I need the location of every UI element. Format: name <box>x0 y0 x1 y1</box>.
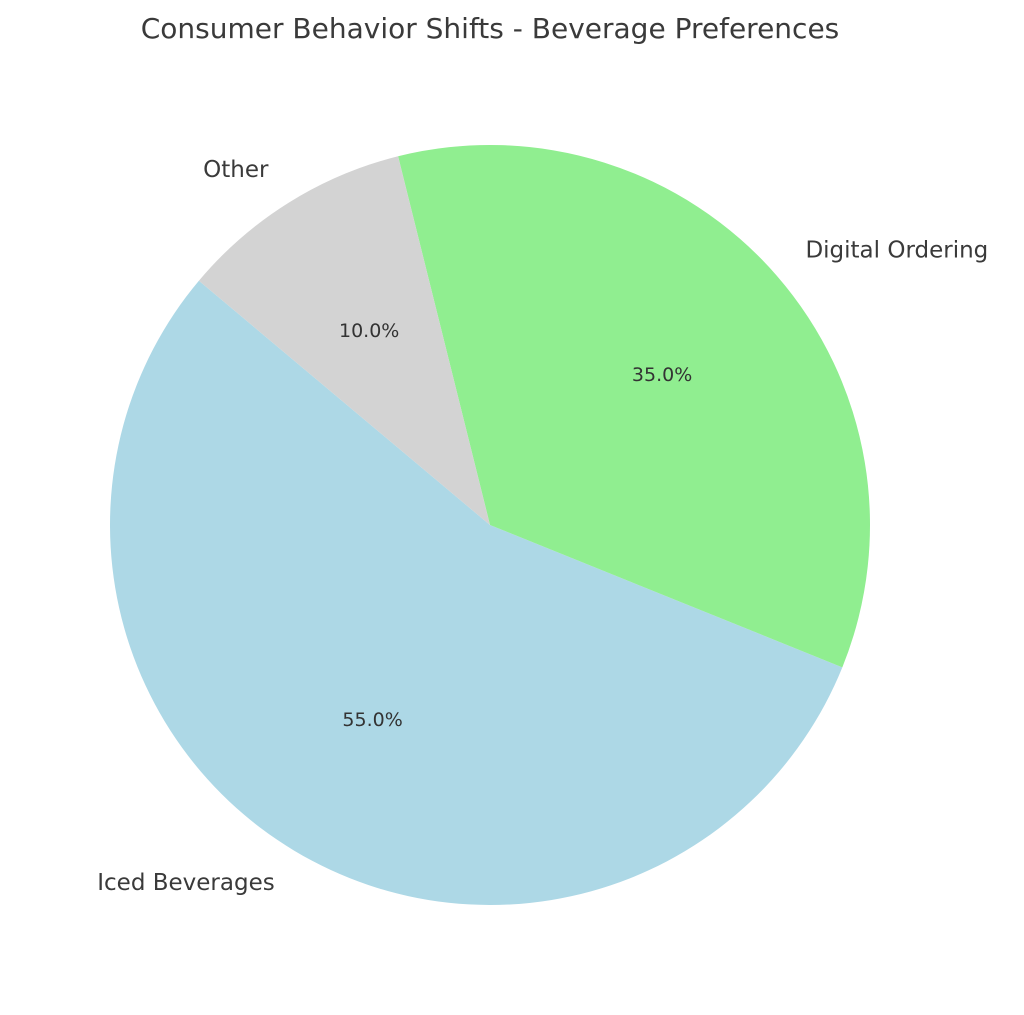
slice-value-digital-ordering: 35.0% <box>632 364 692 386</box>
slice-label-digital-ordering: Digital Ordering <box>805 237 988 263</box>
pie-slice-digital-ordering <box>398 145 870 668</box>
slice-value-other: 10.0% <box>339 320 399 342</box>
slice-value-iced-beverages: 55.0% <box>342 709 402 731</box>
pie-slices <box>110 145 870 905</box>
pie-labels: Iced Beverages 55.0% Digital Ordering 35.0%… <box>97 157 988 896</box>
slice-label-iced-beverages: Iced Beverages <box>97 870 274 896</box>
slice-label-other: Other <box>203 157 269 183</box>
chart-title: Consumer Behavior Shifts - Beverage Pref… <box>141 12 840 45</box>
pie-slice-other <box>198 156 490 525</box>
pie-slice-iced-beverages <box>110 280 843 905</box>
